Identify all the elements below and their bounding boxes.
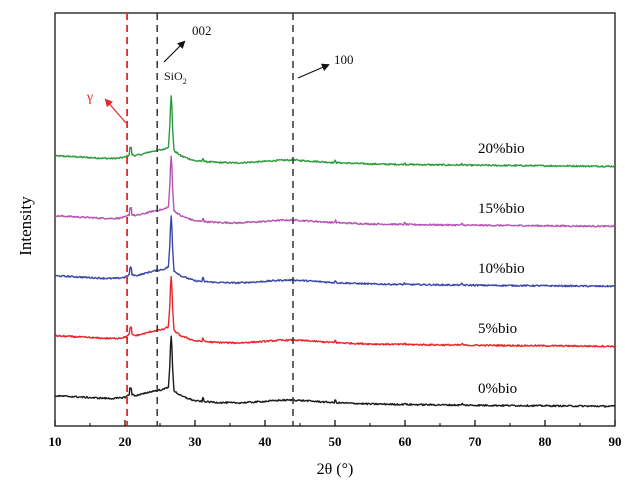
- series-label-0pctbio: 0%bio: [478, 381, 517, 397]
- plot-area-frame: [54, 12, 616, 427]
- x-axis-ticks: 10 20 30 40 50 60 70 80 90: [49, 420, 622, 449]
- x-tick-label-40: 40: [259, 434, 272, 449]
- x-tick-label-10: 10: [49, 434, 62, 449]
- series-labels: 20%bio 15%bio 10%bio 5%bio 0%bio: [478, 141, 525, 397]
- x-tick-label-60: 60: [399, 434, 412, 449]
- x-tick-label-70: 70: [469, 434, 482, 449]
- series-label-10pctbio: 10%bio: [478, 261, 525, 277]
- peak-100-label: 100: [334, 52, 354, 67]
- series-line-0pctbio: [54, 335, 616, 408]
- series-label-15pctbio: 15%bio: [478, 201, 525, 217]
- series-line-5pctbio: [55, 275, 616, 348]
- series-line-15pctbio: [54, 155, 616, 228]
- series-line-20pctbio: [54, 95, 616, 168]
- series-label-20pctbio: 20%bio: [478, 141, 525, 157]
- series-label-5pctbio: 5%bio: [478, 321, 517, 337]
- x-tick-label-30: 30: [189, 434, 202, 449]
- x-axis-label: 2θ (°): [317, 461, 354, 478]
- series-layer: [54, 95, 616, 408]
- x-tick-label-90: 90: [609, 434, 622, 449]
- gamma-label: γ: [86, 90, 93, 105]
- reference-lines: [126, 13, 294, 426]
- sio2-label: SiO2: [164, 69, 187, 86]
- series-line-10pctbio: [54, 215, 616, 288]
- peak-100-arrow: [297, 63, 330, 79]
- peak-002-label: 002: [192, 23, 212, 38]
- gamma-arrow: [104, 98, 127, 124]
- x-tick-label-20: 20: [119, 434, 132, 449]
- x-tick-label-80: 80: [539, 434, 552, 449]
- annotations: γ 002 SiO2 100: [86, 23, 354, 124]
- y-axis-label: Intensity: [16, 196, 35, 256]
- x-tick-label-50: 50: [329, 434, 342, 449]
- peak-002-arrow: [163, 40, 186, 63]
